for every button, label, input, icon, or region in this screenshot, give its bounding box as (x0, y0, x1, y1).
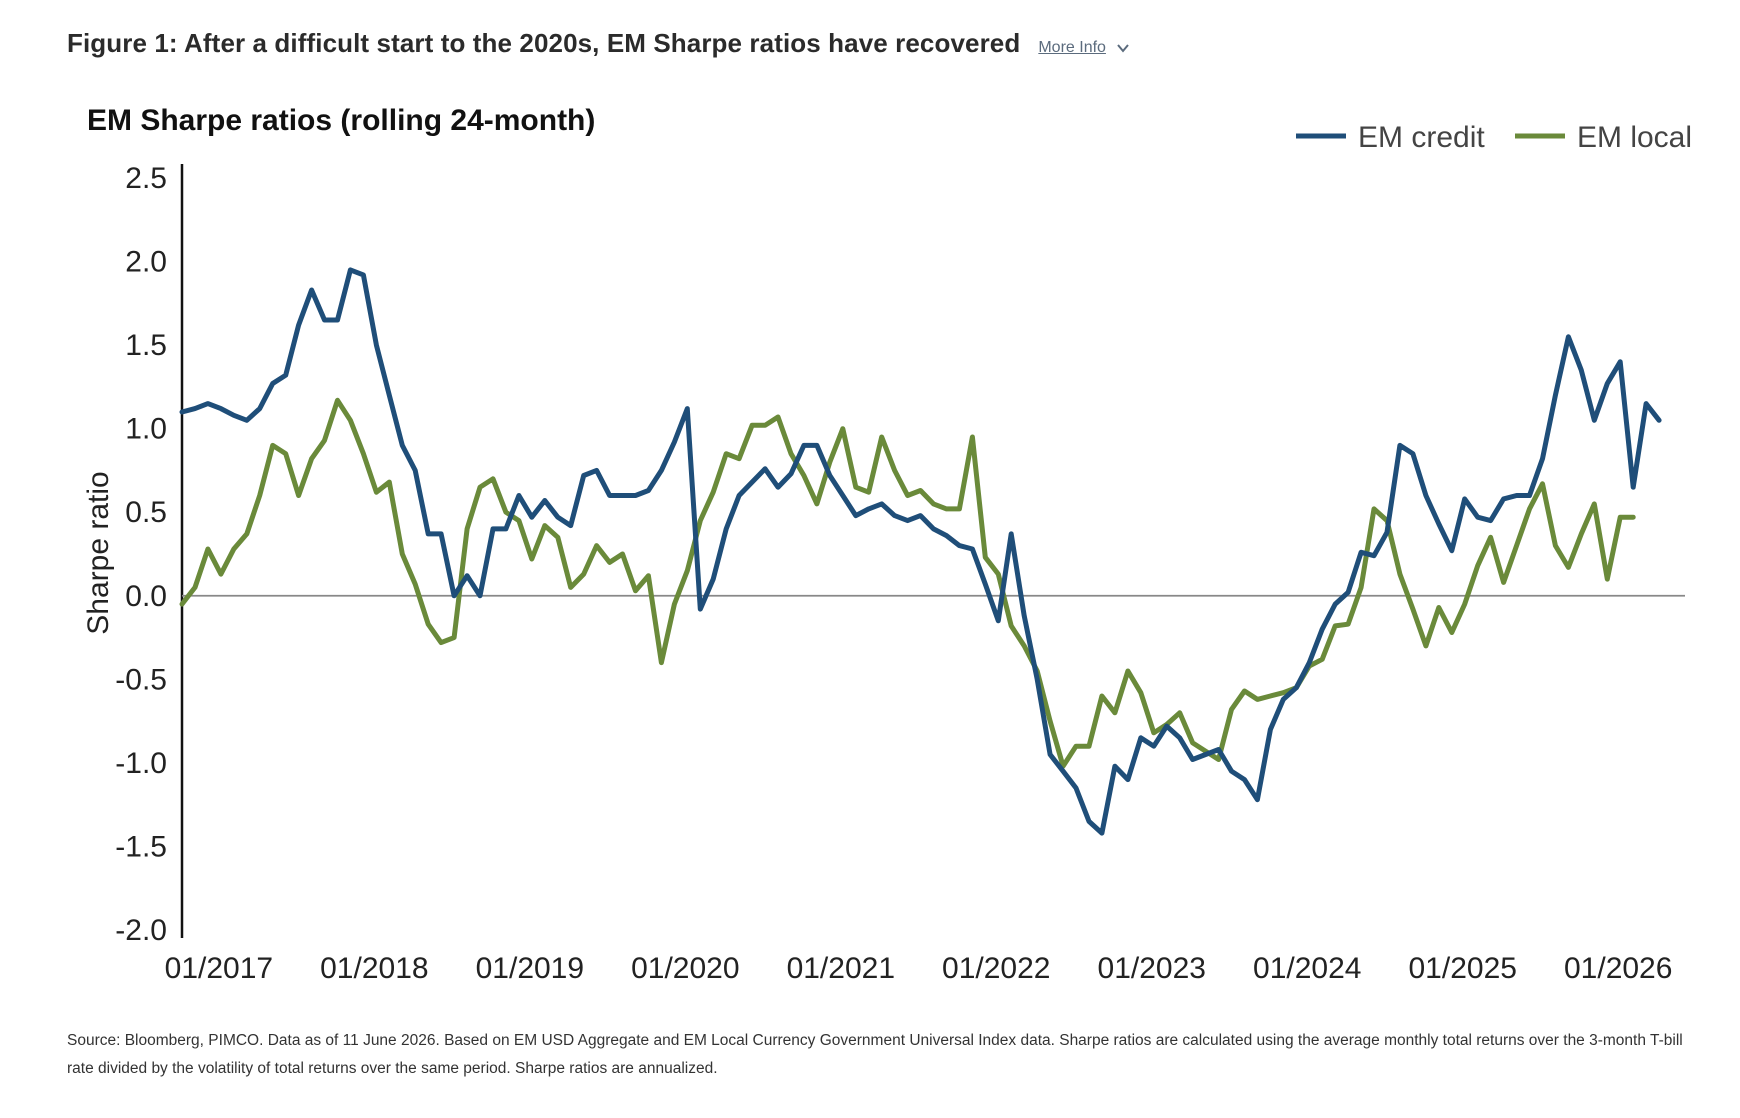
line-chart: EM Sharpe ratios (rolling 24-month) EM c… (82, 104, 1692, 985)
x-tick-label: 01/2022 (942, 952, 1050, 985)
x-tick-label: 01/2025 (1409, 952, 1517, 985)
y-tick-label: 2.5 (125, 162, 167, 195)
y-tick-label: -2.0 (115, 914, 167, 947)
x-tick-label: 01/2017 (165, 952, 273, 985)
x-axis: 01/2017 01/2018 01/2019 01/2020 01/2021 01/20… (165, 952, 1673, 985)
y-tick-label: -1.0 (115, 747, 167, 780)
series-line-em-credit (179, 267, 1662, 836)
chart-legend: EM credit EM local (1296, 121, 1692, 154)
figure-header: Figure 1: After a difficult start to the… (67, 28, 1130, 59)
figure-title: Figure 1: After a difficult start to the… (67, 28, 1021, 58)
x-tick-label: 01/2021 (787, 952, 895, 985)
x-tick-label: 01/2019 (476, 952, 584, 985)
x-tick-label: 01/2024 (1253, 952, 1361, 985)
y-tick-label: 0.5 (125, 496, 167, 529)
x-tick-label: 01/2020 (631, 952, 739, 985)
legend-label-em-credit: EM credit (1358, 121, 1485, 154)
y-tick-label: 2.0 (125, 246, 167, 279)
y-tick-label: -1.5 (115, 830, 167, 863)
y-tick-label: 0.0 (125, 580, 167, 613)
source-note: Source: Bloomberg, PIMCO. Data as of 11 … (67, 1032, 1683, 1077)
series-layer (179, 267, 1662, 836)
more-info-toggle[interactable]: More Info (1038, 39, 1130, 57)
x-tick-label: 01/2026 (1564, 952, 1672, 985)
x-tick-label: 01/2023 (1098, 952, 1206, 985)
chart-title: EM Sharpe ratios (rolling 24-month) (87, 104, 595, 137)
chevron-down-icon[interactable] (1116, 41, 1130, 55)
more-info-label[interactable]: More Info (1038, 39, 1106, 56)
y-axis: 2.5 2.0 1.5 1.0 0.5 0.0 -0.5 -1.0 -1.5 -2.0 (115, 162, 1685, 947)
y-tick-label: 1.5 (125, 329, 167, 362)
legend-label-em-local: EM local (1577, 121, 1692, 154)
x-tick-label: 01/2018 (320, 952, 428, 985)
series-line-em-local (179, 397, 1636, 769)
y-tick-label: -0.5 (115, 663, 167, 696)
y-axis-label: Sharpe ratio (82, 471, 115, 634)
y-tick-label: 1.0 (125, 413, 167, 446)
